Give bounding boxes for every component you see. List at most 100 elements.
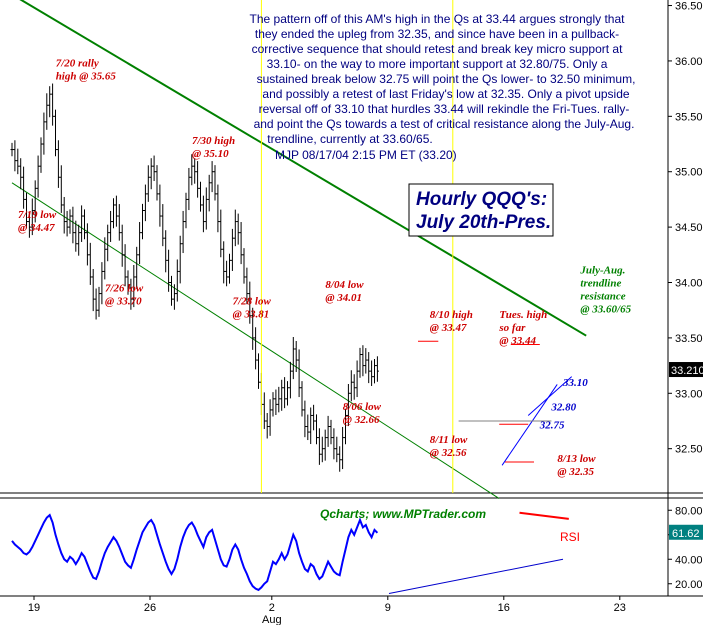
ohlc-bar [190,154,194,186]
ohlc-bar [271,392,275,417]
annotation-4-line-1: @ 33.81 [233,309,270,321]
ohlc-bar [251,307,255,350]
ohlc-bar [344,408,347,445]
price-tick-label: 32.5000 [675,444,703,456]
ohlc-bar [204,187,208,230]
rsi-tick-label: 20.00 [675,579,703,591]
commentary-line-6: reversal off of 33.10 that hurdles 33.44… [259,102,630,116]
ohlc-bar [349,370,353,402]
ohlc-bar [42,112,46,155]
ohlc-bar [283,377,287,409]
ohlc-bar [329,419,333,445]
annotation-11-line-1: trendline [580,278,621,290]
annotation-11-line-2: resistance [580,291,625,303]
ohlc-bar [120,224,124,267]
ohlc-bar [323,429,327,461]
commentary-line-4: sustained break below 32.75 will point t… [257,72,636,86]
ohlc-bar [216,184,220,233]
rsi-line [11,513,379,592]
ohlc-bar [175,259,179,302]
ohlc-bar [332,428,336,460]
ohlc-bar [97,286,101,317]
x-tick-label: 19 [28,602,40,614]
rsi-last-label: 61.62 [672,528,700,540]
annotation-1-line-1: @ 34.47 [18,222,55,234]
ohlc-bar [277,386,281,413]
annotation-6-line-0: 8/06 low [343,401,382,413]
ohlc-bar [233,209,237,247]
ohlc-bar [68,209,72,234]
price-tick-label: 36.5000 [675,1,703,13]
ohlc-bar [161,204,165,247]
annotation-1-line-0: 7/19 low [18,209,57,221]
price-tick-label: 33.5000 [675,333,703,345]
ohlc-bar [242,248,246,284]
annotation-9-line-0: Tues. high [499,309,547,321]
last-price-badge [669,362,703,378]
ohlc-bar [320,436,324,463]
ohlc-bar [309,407,313,445]
annotation-6-line-1: @ 32.66 [343,414,380,426]
ohlc-bar [355,360,359,398]
x-tick-label: 9 [385,602,391,614]
price-tick-label: 33.0000 [675,388,703,400]
price-tick-label: 36.0000 [675,56,703,68]
commentary-line-0: The pattern off of this AM's high in the… [250,12,626,26]
ohlc-bar [91,268,95,312]
ohlc-bar [184,192,188,229]
annotation-11-line-3: @ 33.60/65 [580,304,631,316]
x-tick-label: 23 [614,602,626,614]
annotation-10-line-0: 8/13 low [557,453,596,465]
ohlc-bar [155,165,159,201]
ohlc-bar [62,196,66,234]
annotation-3-line-0: 7/30 high [192,135,235,147]
ohlc-bar [149,158,153,190]
ohlc-bar [30,198,34,236]
ohlc-bar [303,400,307,438]
ohlc-bar [187,167,191,211]
ohlc-bar [152,155,156,182]
level-label-0: 33.10 [562,377,588,389]
annotation-9-line-2: @ 33.44 [499,335,536,347]
ohlc-bar [294,341,298,373]
x-month-label: Aug [262,614,282,625]
ohlc-bar [201,195,205,233]
ohlc-bar [315,414,318,445]
ohlc-bar [135,246,139,289]
ohlc-bar [239,222,243,265]
ohlc-bar [341,426,345,470]
ohlc-bar [172,284,176,310]
ohlc-bar [65,210,69,237]
ohlc-bar [338,446,342,472]
ohlc-bar [213,165,217,201]
ohlc-bar [19,158,23,190]
ohlc-bar [222,241,226,284]
price-tick-label: 35.0000 [675,167,703,179]
ohlc-bar [254,327,258,370]
ohlc-bar [199,181,202,212]
ohlc-bar [375,356,379,382]
ohlc-bar [85,223,89,266]
ohlc-bar [158,184,162,227]
ohlc-bar [370,360,374,386]
ohlc-bar [257,353,260,389]
last-price-label: 33.2100 [671,365,703,377]
ohlc-bar [13,140,17,172]
annotation-3-line-1: @ 35.10 [192,148,229,160]
ohlc-bar [178,235,182,284]
ohlc-bar [164,230,168,273]
commentary-line-3: 33.10- on the way to more important supp… [267,57,608,71]
rsi-last-badge [669,524,703,540]
ohlc-bar [306,414,310,441]
rsi-tick-label: 40.00 [675,554,703,566]
annotation-10-line-1: @ 32.35 [557,466,594,478]
ohlc-bar [39,137,43,173]
price-tick-label: 35.5000 [675,111,703,123]
ohlc-bar [27,212,31,238]
annotation-8-line-0: 8/11 low [430,434,468,446]
annotation-2-line-1: @ 33.70 [105,295,142,307]
ohlc-bar [71,206,75,244]
ohlc-bar [297,349,301,398]
ohlc-bar [219,209,223,258]
ohlc-bar [56,140,60,188]
